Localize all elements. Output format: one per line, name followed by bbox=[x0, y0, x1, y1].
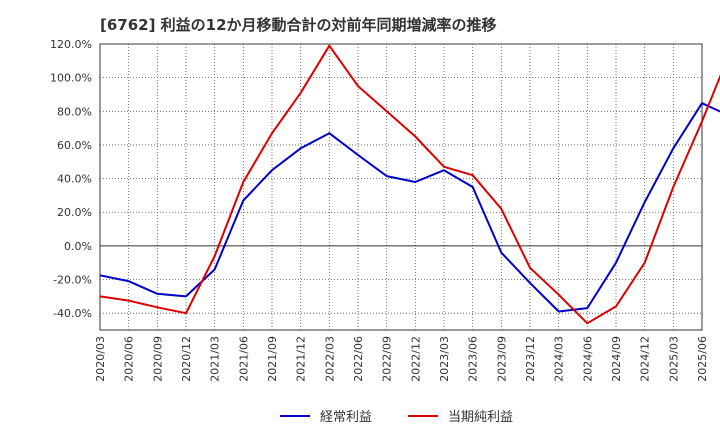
legend-label-1: 経常利益 bbox=[320, 410, 372, 425]
x-tick-label: 2024/09 bbox=[610, 336, 623, 382]
x-tick-label: 2023/09 bbox=[495, 336, 508, 382]
x-tick-label: 2023/06 bbox=[467, 336, 480, 382]
y-tick-label: 20.0% bbox=[57, 206, 92, 219]
x-tick-label: 2024/12 bbox=[639, 336, 652, 382]
x-tick-label: 2021/09 bbox=[266, 336, 279, 382]
y-tick-label: -20.0% bbox=[53, 274, 92, 287]
x-tick-label: 2021/03 bbox=[209, 336, 222, 382]
x-tick-label: 2023/03 bbox=[438, 336, 451, 382]
legend-label-2: 当期純利益 bbox=[448, 410, 513, 425]
x-tick-label: 2022/06 bbox=[352, 336, 365, 382]
plot-frame bbox=[99, 43, 703, 331]
x-tick-label: 2021/06 bbox=[237, 336, 250, 382]
x-tick-label: 2020/06 bbox=[123, 336, 136, 382]
x-tick-label: 2025/03 bbox=[667, 336, 680, 382]
x-tick-label: 2022/03 bbox=[323, 336, 336, 382]
y-tick-label: 100.0% bbox=[50, 72, 92, 85]
y-tick-label: 120.0% bbox=[50, 38, 92, 51]
x-tick-label: 2021/12 bbox=[295, 336, 308, 382]
series-line-1 bbox=[99, 102, 720, 313]
y-tick-label: -40.0% bbox=[53, 307, 92, 320]
y-tick-label: 80.0% bbox=[57, 105, 92, 118]
x-tick-label: 2020/09 bbox=[151, 336, 164, 382]
x-tick-label: 2025/06 bbox=[696, 336, 709, 382]
x-tick-label: 2022/09 bbox=[381, 336, 394, 382]
y-tick-label: 60.0% bbox=[57, 139, 92, 152]
x-tick-label: 2024/06 bbox=[581, 336, 594, 382]
x-tick-label: 2022/12 bbox=[409, 336, 422, 382]
x-tick-label: 2024/03 bbox=[553, 336, 566, 382]
y-tick-label: 40.0% bbox=[57, 173, 92, 186]
x-tick-label: 2020/12 bbox=[180, 336, 193, 382]
chart-title: [6762] 利益の12か月移動合計の対前年同期増減率の推移 bbox=[100, 16, 497, 34]
x-tick-label: 2023/12 bbox=[524, 336, 537, 382]
x-tick-label: 2020/03 bbox=[94, 336, 107, 382]
series-line-2 bbox=[99, 44, 720, 325]
y-tick-label: 0.0% bbox=[64, 240, 92, 253]
